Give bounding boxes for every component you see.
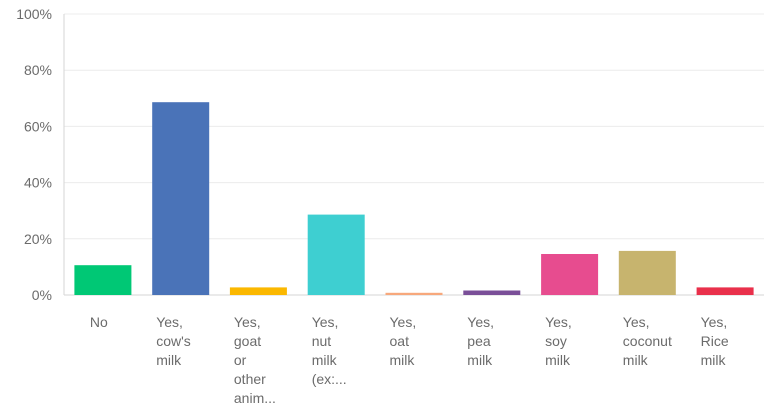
- x-tick-label-line: Yes,: [701, 314, 728, 330]
- x-tick-label-line: other: [234, 371, 266, 387]
- x-tick-label-line: milk: [623, 352, 649, 368]
- x-tick-label-line: milk: [312, 352, 338, 368]
- x-tick-label-line: oat: [390, 333, 410, 349]
- x-tick-label-line: Rice: [701, 333, 729, 349]
- bar: [541, 254, 599, 295]
- y-tick-label: 100%: [16, 6, 52, 22]
- x-tick-label-line: pea: [467, 333, 491, 349]
- bar: [74, 265, 132, 295]
- bar: [307, 214, 365, 295]
- y-tick-label: 60%: [24, 118, 52, 134]
- bar: [696, 287, 754, 295]
- x-tick-label-line: or: [234, 352, 247, 368]
- x-tick-label-line: anim...: [234, 390, 276, 406]
- x-tick-label: Yes, goat or other anim...: [234, 314, 276, 406]
- x-tick-label-line: soy: [545, 333, 567, 349]
- x-tick-label: Yes, pea milk: [467, 314, 494, 368]
- x-tick-label-line: goat: [234, 333, 261, 349]
- x-tick-label: Yes, oat milk: [390, 314, 417, 368]
- x-tick-label-line: milk: [156, 352, 182, 368]
- bar: [152, 102, 210, 295]
- x-tick-label-line: milk: [467, 352, 493, 368]
- x-tick-label-line: milk: [390, 352, 416, 368]
- bar: [618, 250, 676, 295]
- x-tick-label-line: milk: [545, 352, 571, 368]
- x-tick-label: Yes, coconut milk: [623, 314, 672, 368]
- x-tick-label: Yes, Rice milk: [701, 314, 729, 368]
- x-tick-label-line: No: [90, 314, 108, 330]
- x-tick-label-line: Yes,: [312, 314, 339, 330]
- x-tick-label-line: milk: [701, 352, 727, 368]
- x-tick-label-line: Yes,: [623, 314, 650, 330]
- x-tick-label: No: [90, 314, 108, 330]
- y-tick-label: 20%: [24, 231, 52, 247]
- x-tick-label: Yes, cow's milk: [156, 314, 191, 368]
- x-tick-label-line: (ex:...: [312, 371, 347, 387]
- bar: [463, 290, 521, 295]
- bar: [229, 287, 287, 295]
- x-tick-label-line: Yes,: [156, 314, 183, 330]
- y-tick-label: 40%: [24, 175, 52, 191]
- bars: [74, 102, 754, 295]
- y-axis: 0% 20% 40% 60% 80% 100%: [16, 6, 65, 303]
- x-tick-label-line: nut: [312, 333, 332, 349]
- x-tick-label: Yes, soy milk: [545, 314, 572, 368]
- x-tick-label-line: coconut: [623, 333, 672, 349]
- x-tick-label-line: cow's: [156, 333, 191, 349]
- x-tick-label-line: Yes,: [467, 314, 494, 330]
- x-tick-label-line: Yes,: [234, 314, 261, 330]
- x-tick-label: Yes, nut milk (ex:...: [312, 314, 347, 387]
- y-tick-label: 80%: [24, 62, 52, 78]
- x-tick-label-line: Yes,: [390, 314, 417, 330]
- y-tick-label: 0%: [32, 287, 52, 303]
- x-tick-label-line: Yes,: [545, 314, 572, 330]
- bar: [385, 292, 443, 295]
